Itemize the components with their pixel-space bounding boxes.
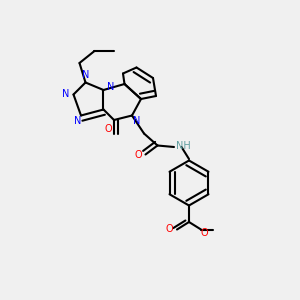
Text: O: O (200, 227, 208, 238)
Text: NH: NH (176, 140, 190, 151)
Text: N: N (74, 116, 82, 127)
Text: N: N (82, 70, 89, 80)
Text: N: N (133, 116, 140, 127)
Text: N: N (107, 82, 115, 92)
Text: O: O (104, 124, 112, 134)
Text: O: O (166, 224, 173, 235)
Text: N: N (62, 89, 70, 100)
Text: O: O (134, 149, 142, 160)
